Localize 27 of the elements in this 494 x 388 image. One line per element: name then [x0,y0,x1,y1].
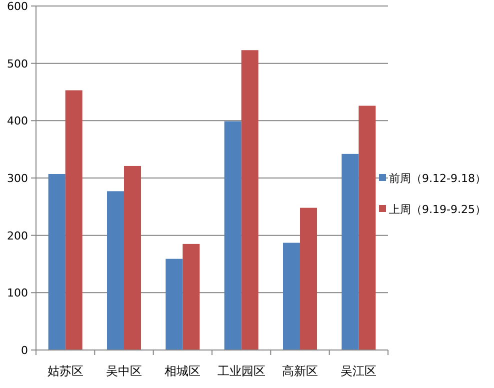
bar [65,90,82,350]
y-tick-label: 100 [7,286,28,300]
bar [124,166,142,350]
bar [358,106,376,350]
bar [166,258,183,350]
bar [224,121,242,350]
bar [342,154,359,350]
bar [106,191,124,350]
y-tick-label: 200 [7,229,28,242]
x-tick-label: 工业园区 [217,364,266,378]
x-tick-label: 吴中区 [106,364,142,378]
x-tick-label: 高新区 [282,364,318,378]
x-tick-label: 吴江区 [340,364,377,378]
bar [48,174,66,350]
legend-label: 上周（9.19-9.25） [389,203,486,216]
y-tick-label: 500 [7,57,28,70]
bar [282,242,300,350]
legend-label: 前周（9.12-9.18） [389,172,486,185]
x-tick-label: 姑苏区 [47,364,84,378]
bar [300,208,318,350]
x-tick-label: 相城区 [164,364,201,378]
y-tick-label: 300 [7,172,28,185]
bar [182,244,200,350]
y-tick-label: 0 [21,344,28,357]
bar [241,50,258,350]
y-tick-label: 400 [7,114,28,128]
y-tick-label: 600 [7,0,28,13]
